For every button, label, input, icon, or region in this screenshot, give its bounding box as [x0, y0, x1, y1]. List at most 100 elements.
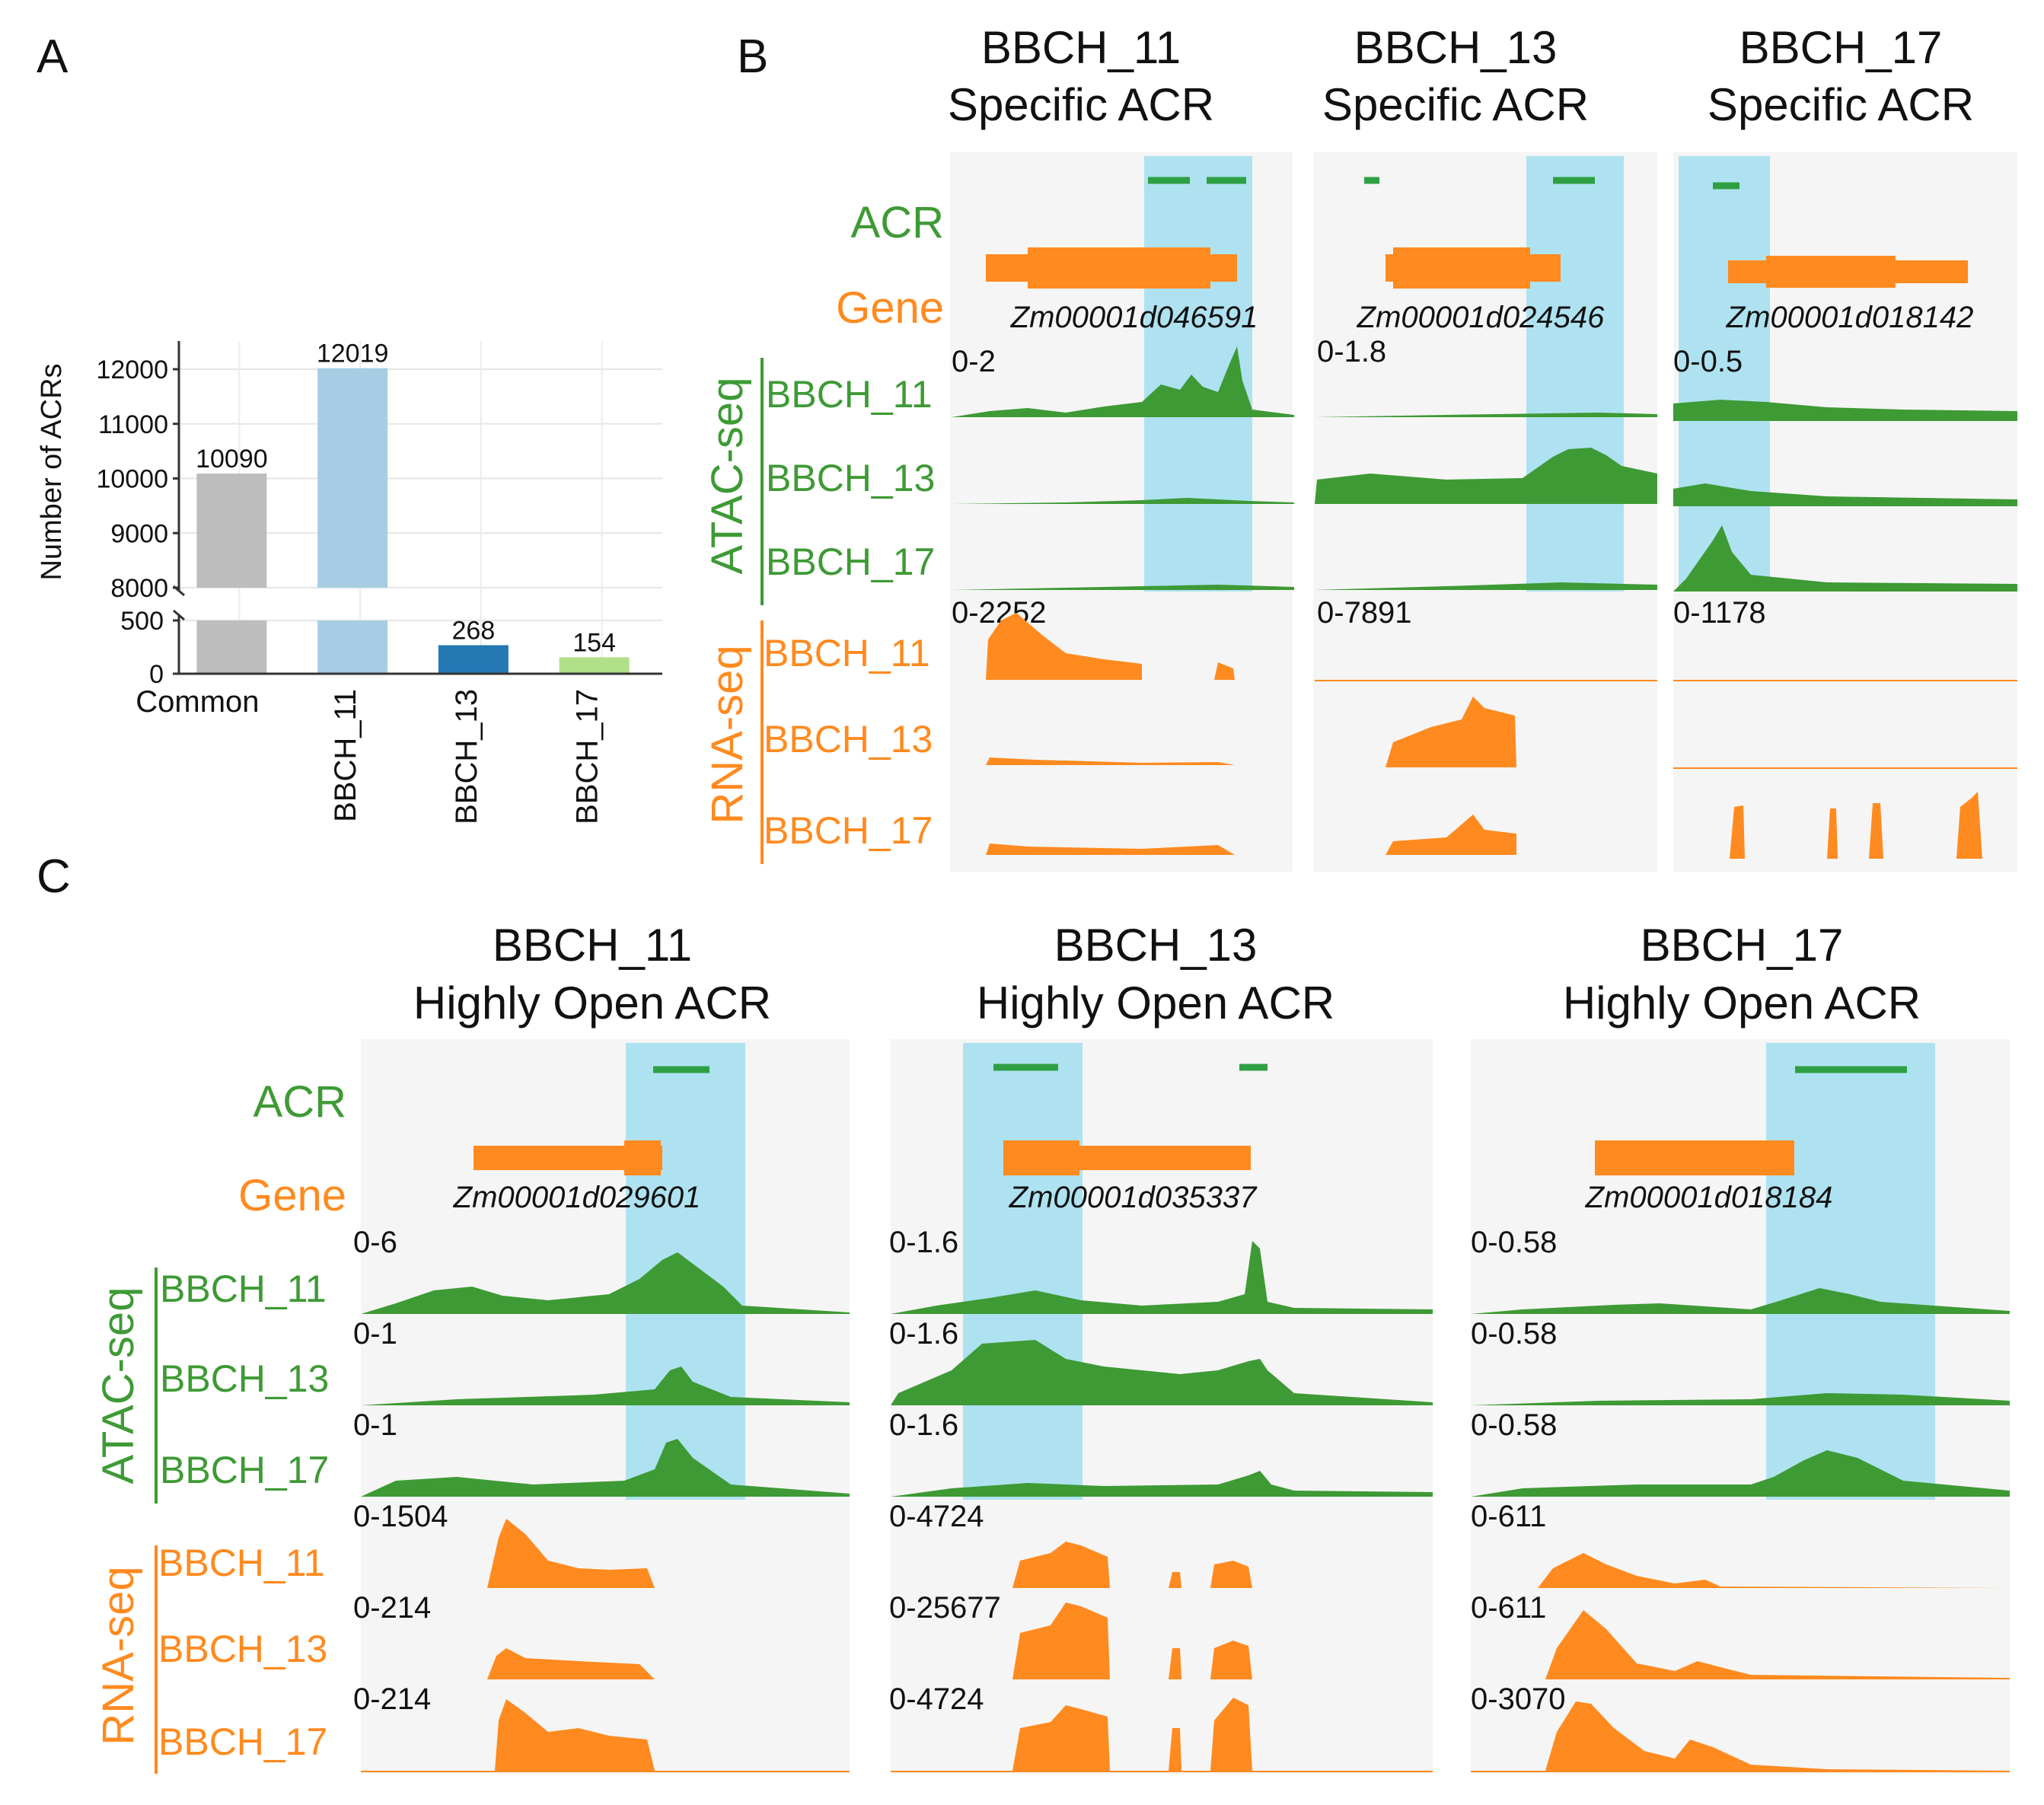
- c-col3-atac-signals: [1471, 1288, 2010, 1497]
- b-col3-atac-bbch11: [1673, 400, 2017, 421]
- c-col3-gene-model: [1595, 1140, 1794, 1175]
- c-col1-atac-range-17: 0-1: [353, 1408, 397, 1442]
- b-acr-row-label: ACR: [851, 198, 944, 247]
- c-acr-marks: [653, 1064, 1907, 1073]
- b-col1-atac-bbch13: [952, 498, 1294, 504]
- b-col1-title-stage: BBCH_11: [981, 22, 1181, 73]
- c-col2-rna-range-11: 0-4724: [889, 1500, 984, 1533]
- bar-lower-BBCH_13: [438, 645, 509, 674]
- c-col1-atac-bbch17: [361, 1439, 850, 1497]
- b-col2-atac-signals: [1315, 413, 1657, 590]
- c-col3-rna-bbch11: [1538, 1553, 2010, 1588]
- c-col2-atac-bbch11: [891, 1241, 1433, 1314]
- b-col3-highlight: [1679, 156, 1770, 592]
- c-col1-atac-range-11: 0-6: [353, 1226, 397, 1259]
- b-col2-atac-range: 0-1.8: [1317, 335, 1386, 368]
- bar-value-label-Common: 10090: [196, 445, 268, 474]
- b-col1-rna-signals: [986, 613, 1235, 855]
- b-col3-rna-signals: [1673, 680, 2017, 859]
- c-col3-title-stage: BBCH_17: [1641, 920, 1844, 971]
- bar-upper-Common: [196, 474, 267, 588]
- y-tick-label-500: 500: [120, 607, 164, 636]
- axis-break-spacer: [662, 590, 674, 601]
- c-col2-rna-bbch11: [1012, 1542, 1252, 1588]
- axis-break-mark-bottom: [173, 609, 185, 621]
- b-col1-gene-name: Zm00001d046591: [1010, 301, 1258, 334]
- c-col3-rna-range-11: 0-611: [1471, 1500, 1546, 1533]
- c-col3-rna-range-17: 0-3070: [1471, 1682, 1566, 1716]
- b-rna-track-label-17: BBCH_17: [764, 809, 933, 852]
- c-col2-atac-bbch13: [891, 1340, 1433, 1405]
- b-col3-atac-signals: [1673, 400, 2017, 592]
- c-col2-title-stage: BBCH_13: [1054, 920, 1258, 971]
- b-col3-gene-name: Zm00001d018142: [1726, 301, 1974, 334]
- b-col3-rna-range: 0-1178: [1673, 596, 1766, 630]
- panel-b-label: B: [737, 30, 768, 83]
- c-rna-track-label-13: BBCH_13: [158, 1628, 327, 1670]
- panel-c-genome-browser: BBCH_11 Highly Open ACR BBCH_13 Highly O…: [94, 920, 2010, 1774]
- b-col3-title-kind: Specific ACR: [1708, 79, 1974, 130]
- c-col2-atac-range-13: 0-1.6: [889, 1317, 958, 1351]
- b-gene-models: [986, 247, 1968, 289]
- c-col1-rna-bbch17: [361, 1699, 850, 1772]
- b-col3-rna-bbch13: [1673, 767, 2017, 769]
- c-col2-atac-range-17: 0-1.6: [889, 1408, 958, 1442]
- c-col3-atac-bbch13: [1471, 1393, 2010, 1405]
- category-label-Common: Common: [136, 685, 259, 719]
- c-col1-title-kind: Highly Open ACR: [413, 977, 771, 1028]
- y-tick-label-9000: 9000: [110, 519, 168, 548]
- b-col2-rna-bbch17: [1386, 815, 1516, 855]
- b-col2-atac-bbch11: [1315, 413, 1657, 417]
- category-label-BBCH_17: BBCH_17: [571, 689, 604, 824]
- c-col1-rna-range-17: 0-214: [353, 1682, 431, 1716]
- b-col3-title-stage: BBCH_17: [1739, 22, 1943, 73]
- c-col3-title-kind: Highly Open ACR: [1563, 977, 1921, 1028]
- panel-a-label: A: [37, 30, 69, 83]
- c-col3-atac-range-13: 0-0.58: [1471, 1317, 1557, 1351]
- y-tick-label-0: 0: [149, 660, 164, 689]
- b-col1-title-kind: Specific ACR: [948, 79, 1214, 130]
- c-col3-highlight: [1766, 1043, 1935, 1500]
- c-col3-gene-name: Zm00001d018184: [1585, 1181, 1833, 1214]
- c-atac-seq-label: ATAC-seq: [94, 1287, 143, 1485]
- b-col2-rna-range: 0-7891: [1317, 596, 1412, 630]
- c-gene-row-label: Gene: [238, 1171, 346, 1220]
- c-rna-track-label-17: BBCH_17: [158, 1720, 327, 1763]
- b-col1-atac-bbch11: [952, 346, 1294, 417]
- c-col1-rna-bbch13: [487, 1648, 655, 1679]
- c-col2-rna-bbch17: [891, 1698, 1433, 1772]
- c-col2-title-kind: Highly Open ACR: [977, 977, 1334, 1028]
- y-tick-label-8000: 8000: [110, 574, 168, 603]
- b-col2-atac-bbch13: [1315, 448, 1657, 504]
- b-col1-atac-bbch17: [952, 585, 1294, 590]
- b-col1-atac-signals: [952, 346, 1294, 590]
- y-tick-label-12000: 12000: [96, 356, 168, 384]
- c-rna-track-label-11: BBCH_11: [158, 1542, 325, 1584]
- c-col2-atac-signals: [891, 1241, 1433, 1497]
- c-col2-rna-signals: [891, 1542, 1433, 1772]
- c-col3-rna-bbch13: [1545, 1610, 2010, 1679]
- panel-c-label: C: [37, 850, 71, 903]
- b-col2-rna-bbch13: [1386, 697, 1516, 767]
- bar-upper-BBCH_11: [317, 368, 388, 588]
- bar-lower-BBCH_11: [317, 620, 388, 674]
- y-tick-label-10000: 10000: [96, 465, 168, 494]
- b-col1-rna-bbch11: [986, 613, 1235, 680]
- c-col3-rna-range-13: 0-611: [1471, 1591, 1546, 1625]
- c-col1-rna-range-11: 0-1504: [353, 1500, 448, 1533]
- b-atac-track-label-11: BBCH_11: [766, 373, 933, 416]
- b-col2-rna-bbch11: [1315, 680, 1657, 681]
- y-axis-title: Number of ACRs: [36, 363, 68, 580]
- c-col3-rna-bbch17: [1471, 1701, 2010, 1772]
- b-col3-atac-bbch17: [1673, 525, 2017, 592]
- c-col2-highlight: [963, 1043, 1083, 1500]
- b-col1-rna-bbch13: [986, 757, 1235, 765]
- b-rna-track-label-11: BBCH_11: [764, 632, 930, 674]
- c-col1-atac-range-13: 0-1: [353, 1317, 397, 1351]
- c-acr-row-label: ACR: [254, 1077, 346, 1127]
- b-col2-rna-signals: [1315, 680, 1657, 855]
- c-col3-atac-range-17: 0-0.58: [1471, 1408, 1557, 1442]
- c-col1-rna-range-13: 0-214: [353, 1591, 431, 1625]
- acr-count-bar-chart: 10090 Common 12019 BBCH_11 268 BBCH_13 154 BBCH…: [36, 340, 674, 824]
